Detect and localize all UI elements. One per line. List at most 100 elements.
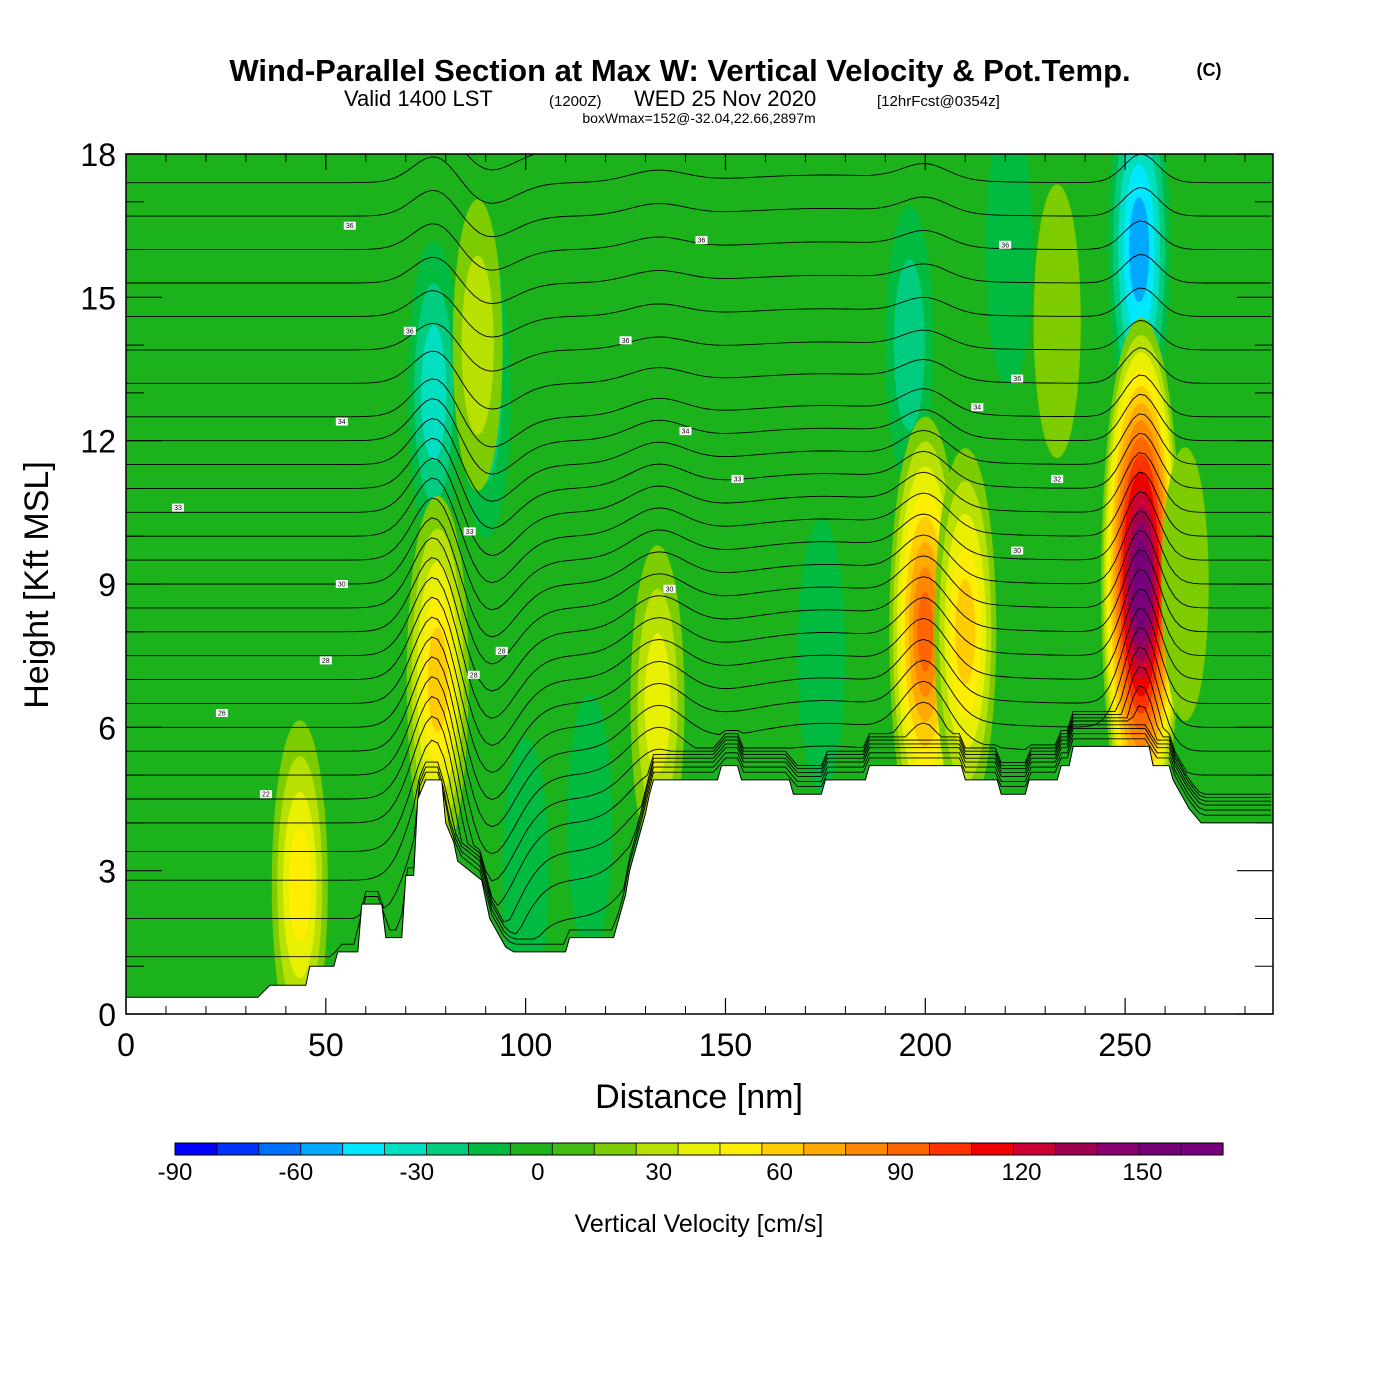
x-tick-label: 0 <box>117 1027 135 1063</box>
chart-title: Wind-Parallel Section at Max W: Vertical… <box>229 53 1130 88</box>
isentrope-line <box>126 738 1271 958</box>
colorbar-tick-label: 60 <box>766 1159 793 1186</box>
colorbar-swatch <box>342 1143 386 1155</box>
isentrope-line <box>126 452 1271 557</box>
isentrope-label-bg <box>695 236 708 244</box>
colorbar-tick-label: 150 <box>1122 1159 1162 1186</box>
colorbar-swatch <box>1013 1143 1056 1155</box>
colorbar-tick-label: 90 <box>887 1159 914 1186</box>
colorbar-swatch <box>845 1143 889 1155</box>
isentrope-label: 33 <box>172 503 184 512</box>
updraft-level <box>917 591 934 672</box>
isentrope-label: 26 <box>215 709 228 718</box>
colorbar: -90 -60 -30 0 30 60 90 120 150 <box>158 1142 1224 1186</box>
isentrope-line <box>126 347 1271 410</box>
isentrope-label-bg <box>343 221 356 230</box>
downdraft-level <box>1129 197 1150 303</box>
updraft-level <box>1161 447 1209 721</box>
updraft-level <box>461 255 494 435</box>
isentrope-label-bg <box>1051 474 1064 483</box>
isentrope-label-bg <box>172 503 184 512</box>
isentrope-line <box>126 646 1271 828</box>
isentrope-label: 36 <box>343 221 356 230</box>
isentrope-label: 34 <box>971 403 984 412</box>
isentrope-label-text: 36 <box>406 328 414 335</box>
isentrope-label-bg <box>467 670 480 679</box>
isentrope-line <box>126 510 1271 638</box>
isentrope-label-text: 34 <box>973 405 981 412</box>
downdraft-level <box>893 259 925 431</box>
y-tick-label: 15 <box>80 280 116 316</box>
isentrope-line <box>126 471 1271 584</box>
isentrope-label-bg <box>971 403 984 412</box>
isentrope-line <box>126 432 1271 529</box>
y-tick-label: 6 <box>98 710 116 746</box>
downdraft-cell <box>567 693 612 953</box>
y-tick-label: 18 <box>80 137 116 173</box>
colorbar-swatch <box>468 1143 511 1155</box>
isentrope-line <box>126 704 1271 907</box>
isentrope-label: 34 <box>335 417 348 426</box>
y-tick-label: 12 <box>80 424 116 460</box>
isentrope-line <box>126 287 1271 338</box>
colorbar-swatch <box>971 1143 1014 1155</box>
colorbar-swatch <box>384 1143 428 1155</box>
colorbar-swatch <box>1181 1143 1224 1155</box>
isentrope-line <box>126 685 1271 882</box>
isentrope-line <box>126 154 1271 204</box>
y-tick-label: 3 <box>98 854 116 890</box>
isentrope-label-text: 28 <box>322 658 330 665</box>
isentrope-line <box>126 549 1271 692</box>
isentrope-label-bg <box>731 474 744 483</box>
isentrope-label-text: 36 <box>1001 242 1009 249</box>
plot-area: 36 36 36 36 34 34 33 33 33 30 30 28 28 28 26 22 36 36 34 32… <box>126 154 1273 1014</box>
isentrope-label-text: 30 <box>338 582 346 589</box>
colorbar-swatch <box>175 1143 218 1155</box>
y-tick-label: 0 <box>98 997 116 1033</box>
isentrope-label-bg <box>259 790 272 799</box>
isentrope-label: 36 <box>403 326 416 335</box>
isentrope-label: 36 <box>695 236 708 245</box>
isentrope-group-mid-level <box>126 393 1271 828</box>
isentrope-line <box>126 728 1271 935</box>
colorbar-swatch <box>1139 1143 1182 1155</box>
colorbar-swatch <box>761 1143 805 1155</box>
isentrope-label: 30 <box>1011 546 1024 555</box>
colorbar-frame <box>174 1142 1224 1156</box>
x-tick-label: 150 <box>699 1027 752 1063</box>
updraft-cell <box>1101 318 1182 850</box>
isentrope-line <box>126 529 1271 665</box>
colorbar-label: Vertical Velocity [cm/s] <box>575 1210 824 1238</box>
isentrope-line <box>126 724 1271 923</box>
colorbar-tick-label: -60 <box>279 1159 314 1186</box>
terrain <box>126 745 1273 1014</box>
isentrope-label-text: 22 <box>262 792 270 799</box>
isentrope-label-text: 28 <box>498 648 506 655</box>
colorbar-tick-label: -30 <box>399 1159 434 1186</box>
box-wmax-info: boxWmax=152@-32.04,22.66,2897m <box>582 110 815 126</box>
isentrope-line <box>126 491 1271 611</box>
colorbar-tick-label: 120 <box>1001 1159 1041 1186</box>
colorbar-swatch <box>1055 1143 1098 1155</box>
isentrope-label-bg <box>1011 546 1024 555</box>
isentrope-line <box>126 665 1271 855</box>
colorbar-swatch <box>678 1143 721 1155</box>
x-tick-label: 100 <box>499 1027 552 1063</box>
valid-date: WED 25 Nov 2020 <box>634 86 816 111</box>
colorbar-swatch <box>1097 1143 1140 1155</box>
isentrope-label-bg <box>335 417 348 426</box>
isentrope-label: 33 <box>463 527 476 536</box>
isentrope-labels: 36 36 36 36 34 34 33 33 33 30 30 28 28 28 26 22 36 36 34 32… <box>172 221 1064 799</box>
colorbar-swatch <box>636 1143 679 1155</box>
isentrope-label-text: 30 <box>666 586 674 593</box>
isentrope-label-bg <box>319 656 332 665</box>
y-tick-label: 9 <box>98 567 116 603</box>
updraft-level <box>289 827 311 943</box>
colorbar-swatch <box>552 1143 595 1155</box>
isentrope-label-text: 36 <box>622 338 630 345</box>
isentrope-label: 28 <box>467 670 480 679</box>
colorbar-tick-label: 0 <box>531 1159 544 1186</box>
isentrope-label-bg <box>679 427 692 436</box>
